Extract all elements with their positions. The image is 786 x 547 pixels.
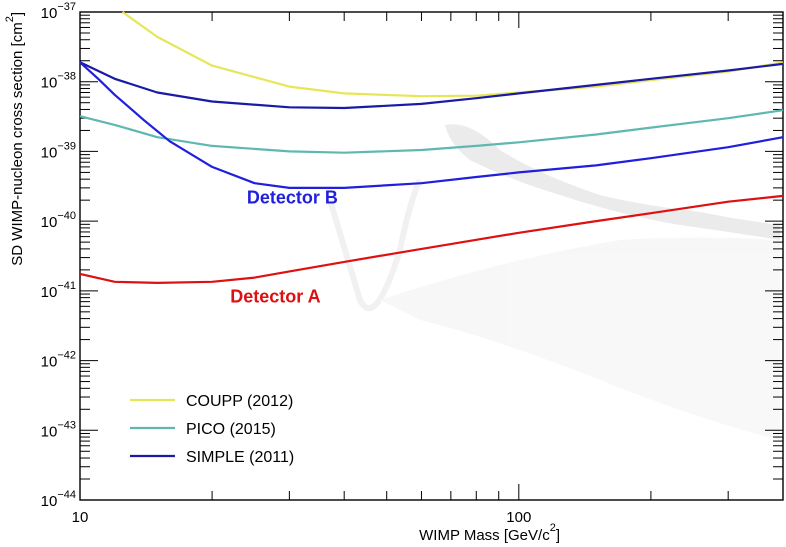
background-smear bbox=[327, 124, 780, 440]
legend: COUPP (2012) PICO (2015) SIMPLE (2011) bbox=[130, 393, 294, 466]
y-tick-label: 10−40 bbox=[41, 210, 76, 231]
y-tick-label: 10−44 bbox=[41, 489, 76, 510]
y-tick-label: 10−43 bbox=[41, 419, 76, 440]
y-tick-label: 10−41 bbox=[41, 280, 76, 301]
series-line-pico-2015 bbox=[79, 109, 784, 154]
series-line-coupp-2012 bbox=[121, 11, 784, 98]
x-tick-label: 10 bbox=[72, 509, 89, 526]
legend-label-pico-2015: PICO (2015) bbox=[186, 421, 276, 438]
plot-frame bbox=[79, 11, 784, 501]
y-tick-label: 10−42 bbox=[41, 350, 76, 371]
annotation-detector-b: Detector B bbox=[247, 187, 338, 207]
y-tick-label: 10−38 bbox=[41, 71, 76, 92]
annotation-detector-a: Detector A bbox=[230, 287, 320, 307]
y-axis: 10−44 10−43 10−42 10−41 10−40 10−39 10−38 10−37 bbox=[41, 1, 783, 510]
x-axis-title: WIMP Mass [GeV/c2] bbox=[419, 522, 560, 544]
series-line-detector-b bbox=[79, 61, 784, 189]
y-tick-label: 10−37 bbox=[41, 1, 76, 22]
series-line-detector-a bbox=[79, 194, 784, 284]
legend-label-coupp-2012: COUPP (2012) bbox=[186, 393, 293, 410]
series-line-simple-2011 bbox=[79, 61, 784, 110]
y-tick-label: 10−39 bbox=[41, 140, 76, 161]
annotations: Detector B Detector A bbox=[230, 187, 338, 306]
series-group bbox=[79, 11, 784, 284]
legend-label-simple-2011: SIMPLE (2011) bbox=[186, 449, 294, 466]
axis-titles: WIMP Mass [GeV/c2] SD WIMP-nucleon cross … bbox=[4, 12, 560, 544]
y-axis-title: SD WIMP-nucleon cross section [cm2] bbox=[4, 12, 26, 266]
x-tick-label: 100 bbox=[506, 509, 531, 526]
x-axis: 10 100 bbox=[72, 12, 784, 526]
plot-border bbox=[79, 11, 784, 501]
